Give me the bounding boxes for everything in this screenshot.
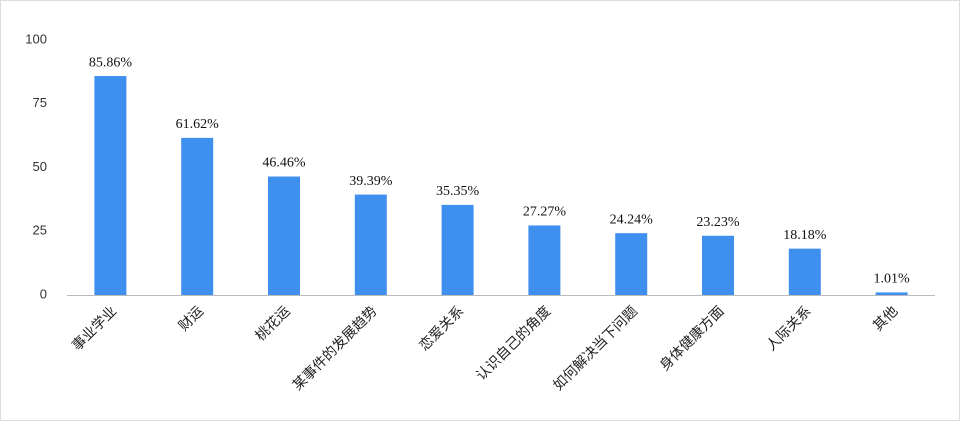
value-label: 24.24% xyxy=(610,212,654,227)
value-label: 85.86% xyxy=(89,55,133,70)
value-label: 35.35% xyxy=(436,184,480,199)
value-label: 39.39% xyxy=(349,174,393,189)
y-tick-label: 25 xyxy=(33,223,47,238)
bar xyxy=(702,235,734,295)
bar xyxy=(615,233,648,295)
y-tick-label: 0 xyxy=(40,286,47,301)
y-tick-label: 50 xyxy=(33,159,47,174)
bar xyxy=(268,176,300,295)
value-label: 18.18% xyxy=(783,228,827,243)
value-label: 46.46% xyxy=(262,156,306,171)
value-label: 27.27% xyxy=(523,205,567,220)
bar xyxy=(875,292,908,295)
bar xyxy=(181,137,214,295)
value-label: 1.01% xyxy=(874,272,911,287)
bar xyxy=(788,248,821,295)
bar xyxy=(94,76,127,295)
bar xyxy=(354,194,387,295)
y-tick-label: 75 xyxy=(33,95,47,110)
y-tick-label: 100 xyxy=(25,31,47,46)
bar xyxy=(528,225,561,295)
value-label: 23.23% xyxy=(696,215,740,230)
bar xyxy=(441,204,474,295)
value-label: 61.62% xyxy=(176,117,220,132)
